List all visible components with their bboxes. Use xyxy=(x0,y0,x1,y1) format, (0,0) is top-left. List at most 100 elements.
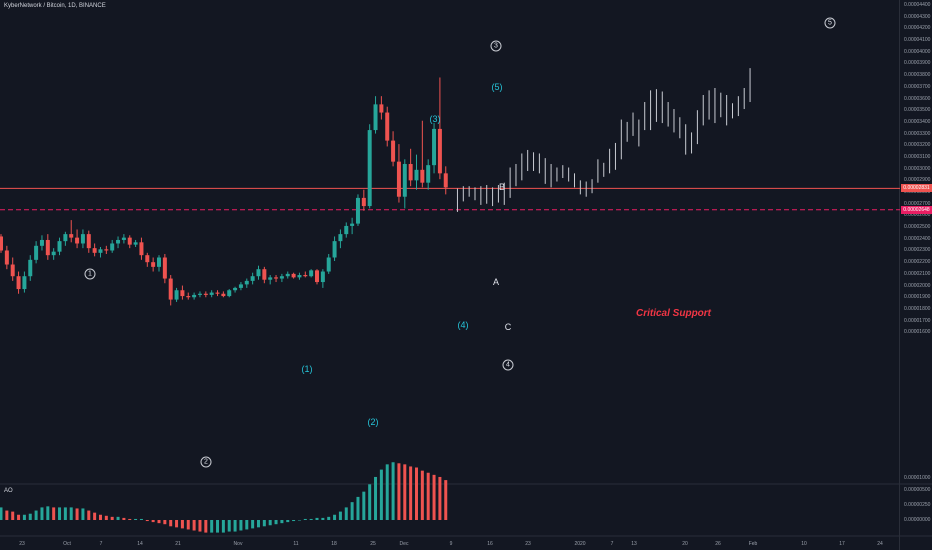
time-tick: 23 xyxy=(19,541,25,547)
ao-bar xyxy=(385,464,389,520)
ao-bar xyxy=(414,467,418,520)
candle-body xyxy=(39,239,44,246)
price-tick: 0.00001900 xyxy=(904,294,931,301)
time-tick: 10 xyxy=(801,541,807,547)
wave-label-p3: (3) xyxy=(429,114,441,124)
candle-body xyxy=(320,271,325,283)
price-tick: 0.00002100 xyxy=(904,270,931,277)
time-tick: 2020 xyxy=(574,541,586,547)
candle-body xyxy=(197,293,202,295)
indicator-title: AO xyxy=(4,488,13,494)
candle-body xyxy=(16,276,21,290)
candle-body xyxy=(432,128,437,166)
candle-body xyxy=(133,242,138,245)
ao-bar xyxy=(245,520,249,530)
candle-body xyxy=(338,234,343,242)
time-tick: 14 xyxy=(137,541,143,547)
ao-bar xyxy=(280,520,284,524)
candle-body xyxy=(151,262,156,267)
price-tick: 0.00001600 xyxy=(904,329,931,336)
price-tick: 0.00003500 xyxy=(904,107,931,114)
ao-bar xyxy=(374,476,378,520)
candle-body xyxy=(4,250,9,265)
price-tick: 0.00002600 xyxy=(904,212,931,219)
candle-body xyxy=(268,277,273,280)
candle-body xyxy=(326,257,331,272)
candle-body xyxy=(227,290,232,297)
price-tick: 0.00002200 xyxy=(904,259,931,266)
ao-bar xyxy=(210,520,214,533)
time-tick: 26 xyxy=(715,541,721,547)
ao-bar xyxy=(87,510,91,520)
ao-bar xyxy=(268,520,272,526)
time-tick: 7 xyxy=(610,541,614,547)
ao-bar xyxy=(344,507,348,520)
ao-bar xyxy=(110,516,114,520)
candle-body xyxy=(174,290,179,300)
price-tick: 0.00003400 xyxy=(904,118,931,125)
ao-bar xyxy=(11,511,15,520)
price-tick: 0.00003600 xyxy=(904,95,931,102)
ao-bar xyxy=(0,507,3,520)
candle-body xyxy=(116,239,121,244)
candle-body xyxy=(145,255,150,263)
candle-body xyxy=(279,276,284,279)
candle-body xyxy=(350,223,355,226)
ao-bar xyxy=(362,491,366,520)
candle-body xyxy=(303,275,308,277)
ao-bar xyxy=(17,514,21,520)
candle-body xyxy=(420,169,425,183)
candle-body xyxy=(379,104,384,113)
candle-body xyxy=(291,273,296,278)
ao-bar xyxy=(379,469,383,520)
candle-body xyxy=(75,237,80,244)
candle-body xyxy=(28,259,33,277)
ao-bar xyxy=(175,520,179,528)
ao-bar xyxy=(221,520,225,533)
ao-bar xyxy=(315,517,319,520)
candle-body xyxy=(414,169,419,181)
ao-bar xyxy=(426,472,430,520)
ao-bar xyxy=(239,520,243,531)
time-tick: 21 xyxy=(175,541,181,547)
candle-body xyxy=(0,236,3,251)
support-price-badge: 0.00002648 xyxy=(901,205,932,214)
price-tick: 0.00003900 xyxy=(904,60,931,67)
candle-body xyxy=(221,293,226,297)
candle-body xyxy=(180,290,185,297)
price-tick: 0.00002900 xyxy=(904,177,931,184)
wave-label-w1c: 1 xyxy=(84,268,96,280)
ao-bar xyxy=(5,510,9,520)
ao-bar xyxy=(128,518,132,520)
ao-bar xyxy=(139,518,143,520)
price-tick: 0.00004100 xyxy=(904,37,931,44)
candle-body xyxy=(104,249,109,251)
wave-label-w4c: 4 xyxy=(502,359,514,371)
candle-body xyxy=(92,248,97,253)
price-tick: 0.00002700 xyxy=(904,200,931,207)
price-tick: 0.00001700 xyxy=(904,317,931,324)
candle-body xyxy=(250,276,255,281)
ao-bar xyxy=(163,520,167,525)
wave-label-lC: C xyxy=(504,322,512,332)
candle-body xyxy=(315,270,320,283)
candle-body xyxy=(373,104,378,131)
price-tick: 0.00004300 xyxy=(904,13,931,20)
ao-bar xyxy=(46,506,50,520)
price-tick: 0.00003100 xyxy=(904,153,931,160)
ao-bar xyxy=(204,520,208,533)
candle-body xyxy=(192,294,197,298)
candle-body xyxy=(110,243,115,251)
candle-body xyxy=(162,257,167,279)
ao-tick: 0.00000500 xyxy=(904,487,931,493)
candle-body xyxy=(22,276,27,290)
ao-bar xyxy=(309,518,313,520)
candle-body xyxy=(98,249,103,253)
ao-bar xyxy=(104,515,108,520)
ao-bar xyxy=(403,464,407,520)
candle-body xyxy=(86,234,91,249)
candle-body xyxy=(233,287,238,291)
candle-body xyxy=(186,296,191,298)
